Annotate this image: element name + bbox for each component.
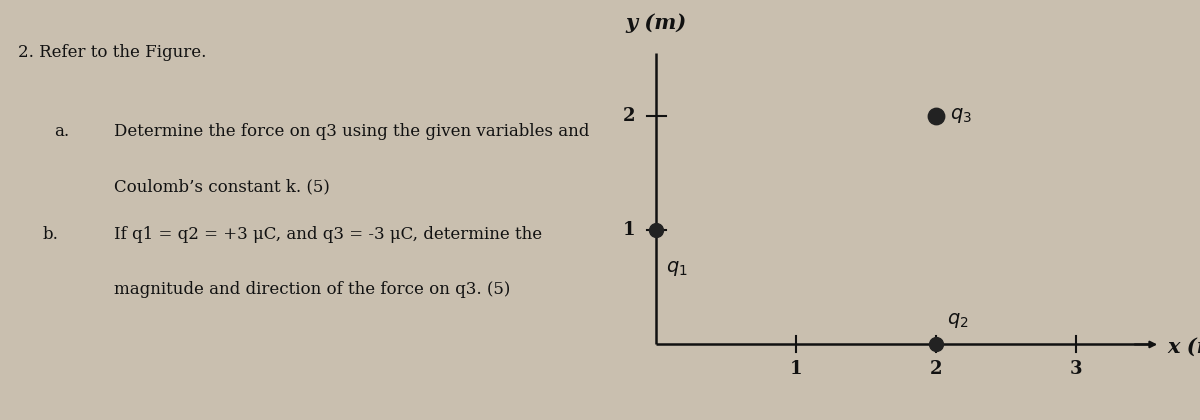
Text: b.: b. (42, 226, 58, 243)
Text: Coulomb’s constant k. (5): Coulomb’s constant k. (5) (114, 178, 330, 195)
Text: 2: 2 (623, 107, 635, 125)
Text: If q1 = q2 = +3 μC, and q3 = -3 μC, determine the: If q1 = q2 = +3 μC, and q3 = -3 μC, dete… (114, 226, 542, 243)
Text: 2. Refer to the Figure.: 2. Refer to the Figure. (18, 44, 206, 61)
Point (926, 112, 946, 119)
Point (647, 227, 666, 234)
Text: a.: a. (54, 123, 70, 140)
Point (926, 341, 946, 348)
Text: magnitude and direction of the force on q3. (5): magnitude and direction of the force on … (114, 281, 511, 298)
Text: $q_3$: $q_3$ (950, 106, 972, 125)
Text: 1: 1 (790, 360, 803, 378)
Text: 3: 3 (1070, 360, 1082, 378)
Text: $q_1$: $q_1$ (666, 259, 688, 278)
Text: $q_2$: $q_2$ (947, 310, 968, 330)
Text: x (m): x (m) (1168, 337, 1200, 357)
Text: Determine the force on q3 using the given variables and: Determine the force on q3 using the give… (114, 123, 589, 140)
Text: y (m): y (m) (625, 13, 686, 33)
Text: 1: 1 (623, 221, 635, 239)
Text: 2: 2 (930, 360, 942, 378)
